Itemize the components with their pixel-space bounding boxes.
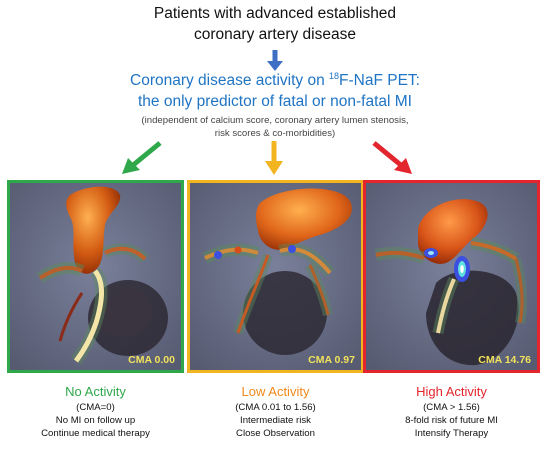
caption-recommendation: Continue medical therapy xyxy=(41,428,150,439)
caption-heading-low-activity: Low Activity xyxy=(241,384,310,399)
green-arrow-icon xyxy=(122,141,162,174)
pet-title-line-1: Coronary disease activity on 18F-NaF PET… xyxy=(0,70,550,91)
caption-no-activity: No Activity (CMA=0) No MI on follow up C… xyxy=(7,383,184,440)
caption-high-activity: High Activity (CMA > 1.56) 8-fold risk o… xyxy=(363,383,540,440)
independence-note: (independent of calcium score, coronary … xyxy=(0,114,550,140)
caption-cma-range: (CMA 0.01 to 1.56) xyxy=(235,402,316,413)
pet-title-post: F-NaF PET: xyxy=(339,72,420,89)
caption-risk: Intermediate risk xyxy=(240,415,311,426)
caption-heading-high-activity: High Activity xyxy=(416,384,487,399)
header-title: Patients with advanced established coron… xyxy=(0,3,550,45)
pet-title: Coronary disease activity on 18F-NaF PET… xyxy=(0,70,550,112)
pet-title-line-2: the only predictor of fatal or non-fatal… xyxy=(138,93,412,110)
header-line-1: Patients with advanced established xyxy=(153,5,397,22)
red-arrow-icon xyxy=(372,141,412,174)
caption-low-activity: Low Activity (CMA 0.01 to 1.56) Intermed… xyxy=(187,383,364,440)
cma-value-2: CMA 0.97 xyxy=(308,354,355,366)
cma-value-3: CMA 14.76 xyxy=(478,354,531,366)
pet-scan-image-high-activity: CMA 14.76 xyxy=(366,183,537,370)
note-line-2: risk scores & co-morbidities) xyxy=(214,128,336,139)
pet-title-pre: Coronary disease activity on xyxy=(130,72,330,89)
down-arrow-icon xyxy=(267,50,283,71)
pet-scan-image-no-activity: CMA 0.00 xyxy=(10,183,181,370)
caption-recommendation: Close Observation xyxy=(236,428,315,439)
caption-cma-range: (CMA=0) xyxy=(76,402,115,413)
header-line-2: coronary artery disease xyxy=(194,26,356,43)
panel-low-activity: CMA 0.97 xyxy=(187,180,364,373)
note-line-1: (independent of calcium score, coronary … xyxy=(141,115,409,126)
pet-scan-image-low-activity: CMA 0.97 xyxy=(190,183,361,370)
caption-risk: No MI on follow up xyxy=(55,415,136,426)
isotope-superscript: 18 xyxy=(329,71,340,81)
caption-heading-no-activity: No Activity xyxy=(65,384,126,399)
caption-recommendation: Intensify Therapy xyxy=(414,428,489,439)
panel-no-activity: CMA 0.00 xyxy=(7,180,184,373)
yellow-arrow-icon xyxy=(265,141,283,175)
cma-value-1: CMA 0.00 xyxy=(128,354,175,366)
panel-high-activity: CMA 14.76 xyxy=(363,180,540,373)
caption-cma-range: (CMA > 1.56) xyxy=(423,402,480,413)
caption-risk: 8-fold risk of future MI xyxy=(405,415,498,426)
